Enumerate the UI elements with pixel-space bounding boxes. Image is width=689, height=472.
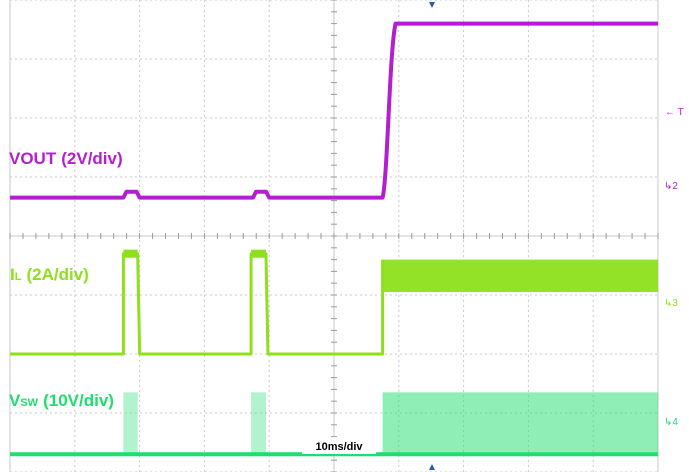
il-switching-band [382,259,658,293]
vout-label: VOUT (2V/div) [9,149,123,168]
il-pulse-2 [251,249,266,258]
vsw-burst-2 [251,392,266,455]
traces [10,21,658,457]
graticule [9,0,659,472]
vsw-label-scale: (10V/div) [43,391,114,410]
vsw-burst-1 [123,392,138,455]
il-trace [10,252,385,356]
vsw-switching-band [382,392,658,455]
vsw-label-main: V [9,391,21,410]
vout-label-scale: (2V/div) [61,149,122,168]
il-label-scale: (2A/div) [26,265,88,284]
channel-labels: VOUT (2V/div) IL (2A/div) VSW (10V/div) 10m… [9,149,376,454]
vout-trace [10,21,658,200]
right-edge-markers: ← T ↳2 ↳3 ↳4 [429,2,684,470]
trigger-position-arrow-bottom [429,464,435,470]
channel-marker-il: ↳3 [664,298,678,309]
vout-label-main: VOUT [9,149,57,168]
trigger-position-arrow-top [429,2,435,8]
channel-marker-vsw: ↳4 [664,417,678,428]
il-label-main: I [10,265,15,284]
timebase-label: 10ms/div [315,441,363,453]
il-label: IL (2A/div) [10,265,89,284]
timebase-label-background [302,437,376,454]
channel-marker-vout: ↳2 [664,181,678,192]
vsw-label: VSW (10V/div) [9,391,114,410]
il-label-sub: L [15,271,22,283]
vsw-label-sub: SW [20,397,38,409]
channel-marker-il-text: 3 [672,298,678,309]
channel-marker-vsw-text: 4 [672,417,678,428]
trigger-marker: ← T [665,107,684,118]
il-pulse-1 [123,249,138,258]
trigger-marker-text: T [678,107,684,118]
channel-marker-vout-text: 2 [672,181,678,192]
